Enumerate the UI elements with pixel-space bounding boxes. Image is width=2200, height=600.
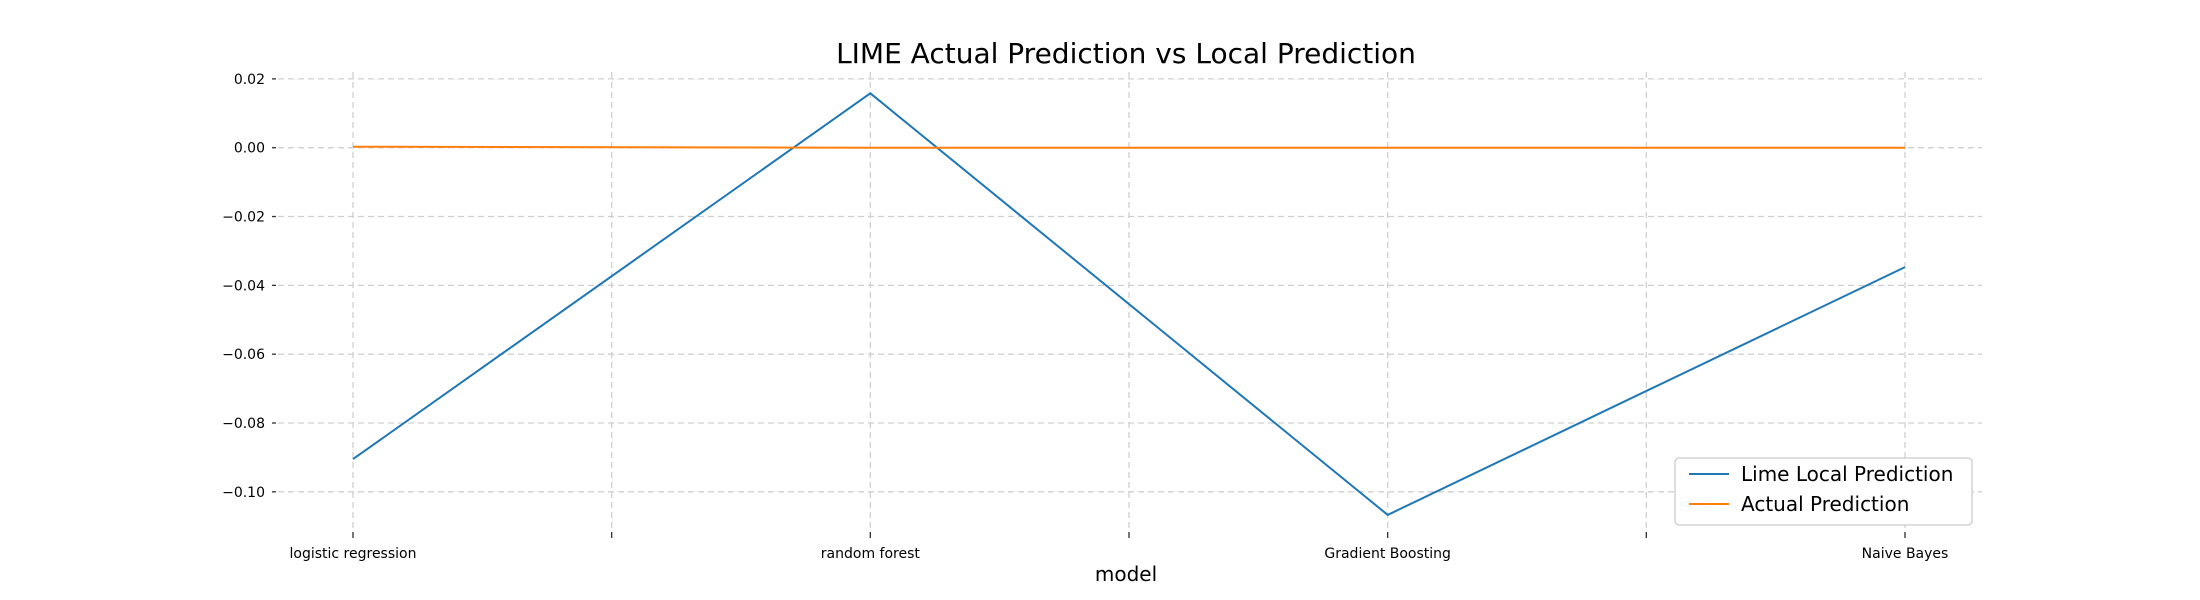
legend: Lime Local Prediction Actual Prediction xyxy=(1674,457,1973,526)
legend-label-actual: Actual Prediction xyxy=(1741,492,1909,516)
chart-title: LIME Actual Prediction vs Local Predicti… xyxy=(836,37,1416,70)
series-lines xyxy=(352,92,1906,517)
y-tick-label: −0.08 xyxy=(222,416,265,432)
legend-label-lime-local: Lime Local Prediction xyxy=(1741,462,1953,486)
axis-ticks: 0.02 0.00 −0.02 −0.04 −0.06 −0.08 −0.10 logisti… xyxy=(222,72,1948,562)
y-tick-label: −0.02 xyxy=(222,210,265,226)
series-line-lime-local-prediction xyxy=(352,92,1906,517)
x-axis-label: model xyxy=(1095,562,1157,586)
y-tick-label: −0.06 xyxy=(222,347,265,363)
y-tick-label: 0.02 xyxy=(234,72,265,88)
legend-box xyxy=(1674,457,1973,526)
y-tick-label: 0.00 xyxy=(234,141,265,157)
y-tick-label: −0.10 xyxy=(222,485,265,501)
x-tick-label: Naive Bayes xyxy=(1862,546,1949,562)
y-tick-label: −0.04 xyxy=(222,278,265,294)
x-tick-label: random forest xyxy=(821,546,921,562)
x-tick-label: Gradient Boosting xyxy=(1324,546,1451,562)
x-tick-label: logistic regression xyxy=(290,546,417,562)
series-line-actual-prediction xyxy=(352,145,1905,149)
